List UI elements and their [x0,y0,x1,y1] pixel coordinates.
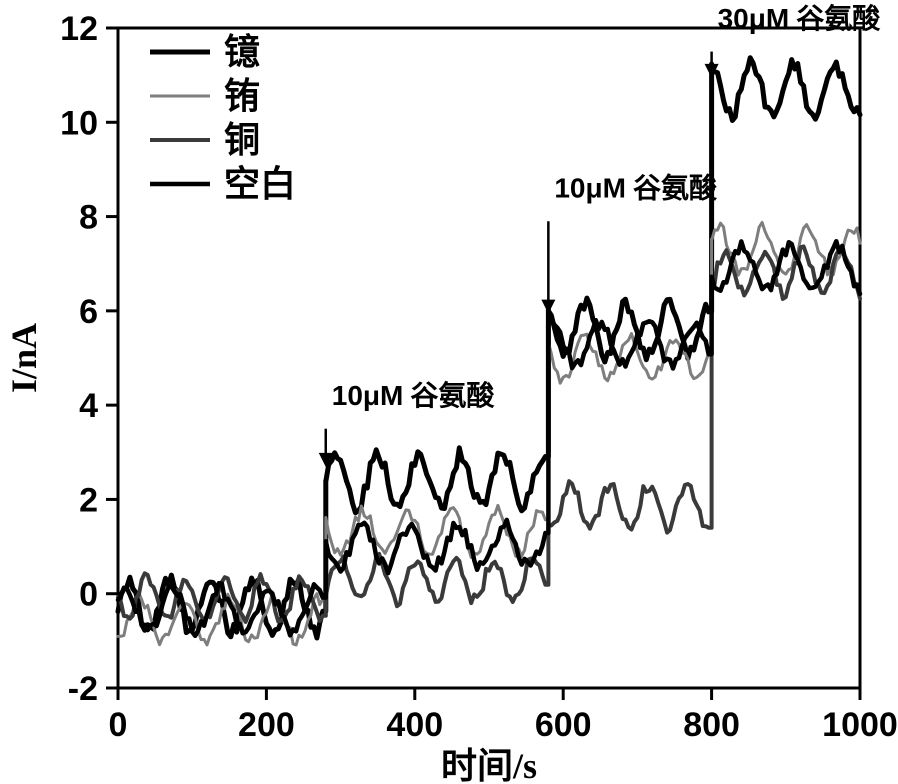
ytick-label: 10 [60,104,98,142]
legend-label: 铜 [224,120,260,160]
legend-label: 空白 [224,164,296,204]
ytick-label: 0 [79,576,98,614]
ytick-label: 12 [60,10,98,48]
xtick-label: 0 [109,706,128,744]
annotation-label: 30μM 谷氨酸 [718,3,882,35]
xtick-label: 600 [535,706,592,744]
ytick-label: 6 [79,293,98,331]
xtick-label: 400 [386,706,443,744]
ytick-label: 2 [79,481,98,519]
series-s4 [118,241,860,636]
ytick-label: 8 [79,199,98,237]
legend-label: 镱 [224,32,260,72]
annotation-label: 10μM 谷氨酸 [332,380,496,412]
legend-label: 铕 [224,76,260,116]
xtick-label: 800 [683,706,740,744]
ytick-label: 4 [79,387,98,425]
y-axis-title: I/nA [4,323,44,393]
series-s3 [118,246,860,622]
x-axis-title: 时间/s [441,746,537,784]
xtick-label: 1000 [822,706,898,744]
xtick-label: 200 [238,706,295,744]
arrowhead-icon [543,301,553,311]
ytick-label: -2 [68,670,98,708]
annotation-label: 10μM 谷氨酸 [554,173,718,205]
